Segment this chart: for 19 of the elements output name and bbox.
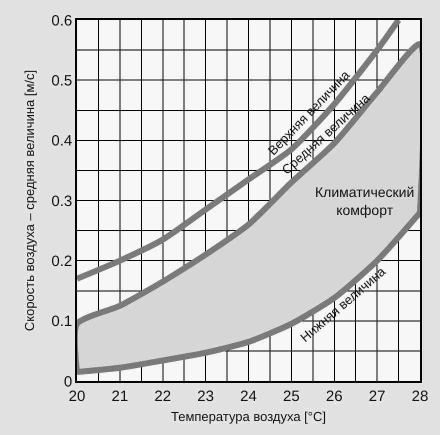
x-tick-label: 24: [240, 388, 257, 405]
x-tick-label: 27: [368, 388, 386, 405]
annotation: Климатический комфорт: [315, 184, 414, 218]
y-tick-label: 0.6: [51, 12, 72, 30]
x-axis-title: Температура воздуха [°C]: [171, 408, 326, 424]
x-tick-label: 21: [112, 388, 128, 405]
x-tick-label: 26: [326, 388, 343, 405]
y-tick-label: 0: [64, 373, 72, 390]
y-tick-label: 0.1: [51, 313, 72, 330]
x-tick-label: 20: [68, 388, 86, 405]
y-tick-label: 0.4: [51, 132, 72, 150]
y-axis-title: Скорость воздуха – средняя величина [м/с]: [22, 70, 37, 332]
x-tick-label: 28: [412, 388, 428, 405]
y-tick-label: 0.3: [51, 192, 72, 210]
x-tick-label: 22: [154, 388, 172, 405]
y-tick-label: 0.5: [51, 72, 72, 90]
y-tick-label: 0.2: [51, 252, 72, 270]
x-tick-label: 25: [283, 388, 300, 405]
x-tick-label: 23: [197, 388, 214, 405]
